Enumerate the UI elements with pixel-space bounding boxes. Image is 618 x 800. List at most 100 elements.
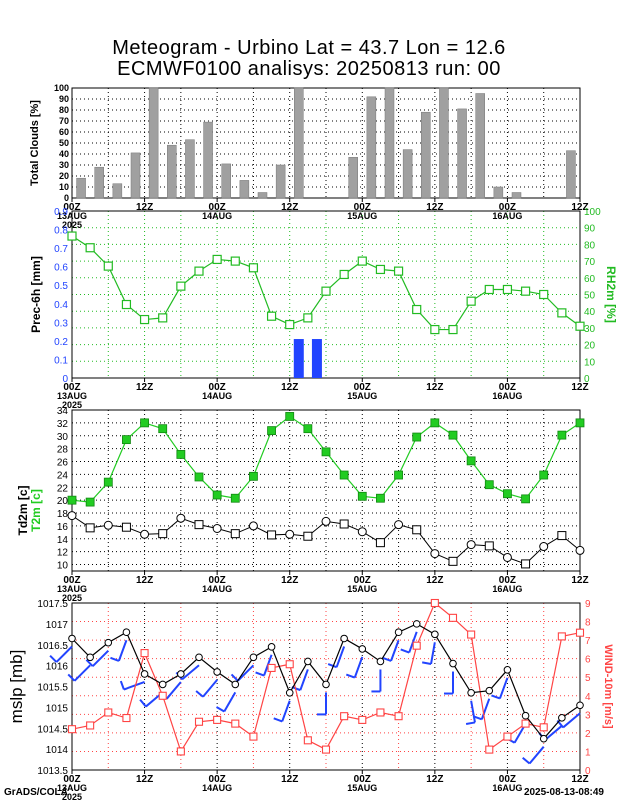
t2m-marker [267,426,276,436]
clouds-xtick-label: 00Z [499,202,516,213]
wind-barb [73,664,91,682]
wind-marker [285,660,294,669]
t2m-marker [67,495,77,505]
precip-date-label: 16AUG [492,391,522,401]
t2m-line [71,415,581,503]
wind-barb-flag [67,673,76,682]
rh-marker [520,286,531,296]
temp-date-label: 16AUG [492,584,522,594]
t2m-marker [321,447,331,457]
t2m-marker [448,430,458,440]
mslp-marker [213,668,221,676]
wind-marker [231,719,240,728]
rh-marker [448,324,458,335]
precip-xtick-label: 00Z [499,382,516,393]
rh-marker [303,313,313,323]
temp-xtick-label: 12Z [571,575,588,586]
title-line-1: Meteogram - Urbino Lat = 43.7 Lon = 12.6 [112,37,506,59]
clouds-bar [203,121,213,199]
t2m-marker [194,472,204,482]
wind-marker [575,628,585,637]
temp-xtick-label: 00Z [63,575,80,586]
clouds-bar [221,163,231,199]
clouds-bar [76,177,86,199]
temp-ytick-label: 24 [57,470,69,481]
mslp-marker [122,628,131,637]
pressure-xtick-label: 12Z [136,774,153,785]
wind-ytick-label: 8 [585,618,591,629]
wind-marker [86,721,95,730]
wind-barb [92,649,109,667]
rh-ytick-label: 60 [584,274,596,285]
temp-ytick-label: 34 [57,406,69,417]
rh-marker [393,266,404,276]
rh-ytick-label: 0 [584,374,590,385]
wind-marker [521,719,530,728]
rh-marker [466,296,476,306]
rh-ytick-label: 50 [584,291,596,302]
wind-marker [104,708,113,717]
t2m-marker [339,470,349,480]
td2m-marker [448,556,458,566]
temp-xtick-label: 00Z [354,575,371,586]
td2m-marker [357,527,367,537]
wind-marker [340,712,349,721]
rh-marker [158,313,168,323]
clouds-bar [384,87,395,199]
mslp-marker [503,666,512,674]
temp-ytick-label: 12 [57,548,69,559]
wind-marker [485,745,494,754]
rh-ytick-label: 70 [584,257,596,268]
t2m-marker [249,471,258,481]
rh-marker [430,324,440,335]
rh-ytick-label: 10 [584,357,596,368]
rh-marker [266,311,277,321]
wind-marker [358,715,367,724]
mslp-ytick-label: 1013.5 [37,766,68,777]
precip-xtick-label: 00Z [63,382,80,393]
wind-barb [55,645,73,663]
wind-barb-flag [345,673,356,679]
mslp-ytick-label: 1017.5 [37,599,68,610]
temp-xtick-label: 00Z [499,575,516,586]
pressure-date-label: 15AUG [347,783,377,793]
mslp-marker [358,645,367,653]
wind-barb-flag [273,717,283,723]
wind-marker [321,745,331,754]
mslp-ytick-label: 1014 [46,745,69,756]
temp-frame [71,409,581,572]
td2m-marker [394,520,404,530]
temp-ytick-label: 30 [57,432,69,443]
wind-ytick-label: 4 [585,692,591,703]
temp-year-label: 2025 [62,593,82,603]
rh-marker [412,304,422,315]
wind-barb [480,698,491,720]
wind-ytick-label: 3 [585,710,591,721]
clouds-xtick-label: 00Z [354,202,371,213]
mslp-marker [485,686,494,695]
t2m-marker [285,412,295,421]
temp-xtick-label: 12Z [281,575,298,586]
clouds-bar [275,164,286,199]
wind-ytick-label: 2 [585,729,591,740]
rh-marker [230,256,240,266]
clouds-bar [511,192,522,199]
mslp-marker [467,688,475,697]
td2m-marker [303,531,313,541]
td2m-marker [502,552,512,562]
t2m-marker [212,490,222,500]
precip-xtick-label: 12Z [136,382,153,393]
precip-ylabel: Prec-6h [mm] [29,256,43,333]
temp-xtick-label: 12Z [426,575,443,586]
clouds-bar [148,87,159,199]
rh-marker [539,289,549,300]
td2m-marker [339,519,349,529]
precip-ytick-label: 0.2 [54,337,68,348]
pressure-xtick-label: 00Z [354,774,371,785]
wind-barb-flag [49,654,58,663]
temp-ytick-label: 32 [57,419,69,430]
clouds-ytick-label: 70 [59,116,69,126]
mslp-marker [158,680,167,689]
wind-marker [194,717,204,726]
precip-ytick-label: 0.7 [54,244,68,255]
